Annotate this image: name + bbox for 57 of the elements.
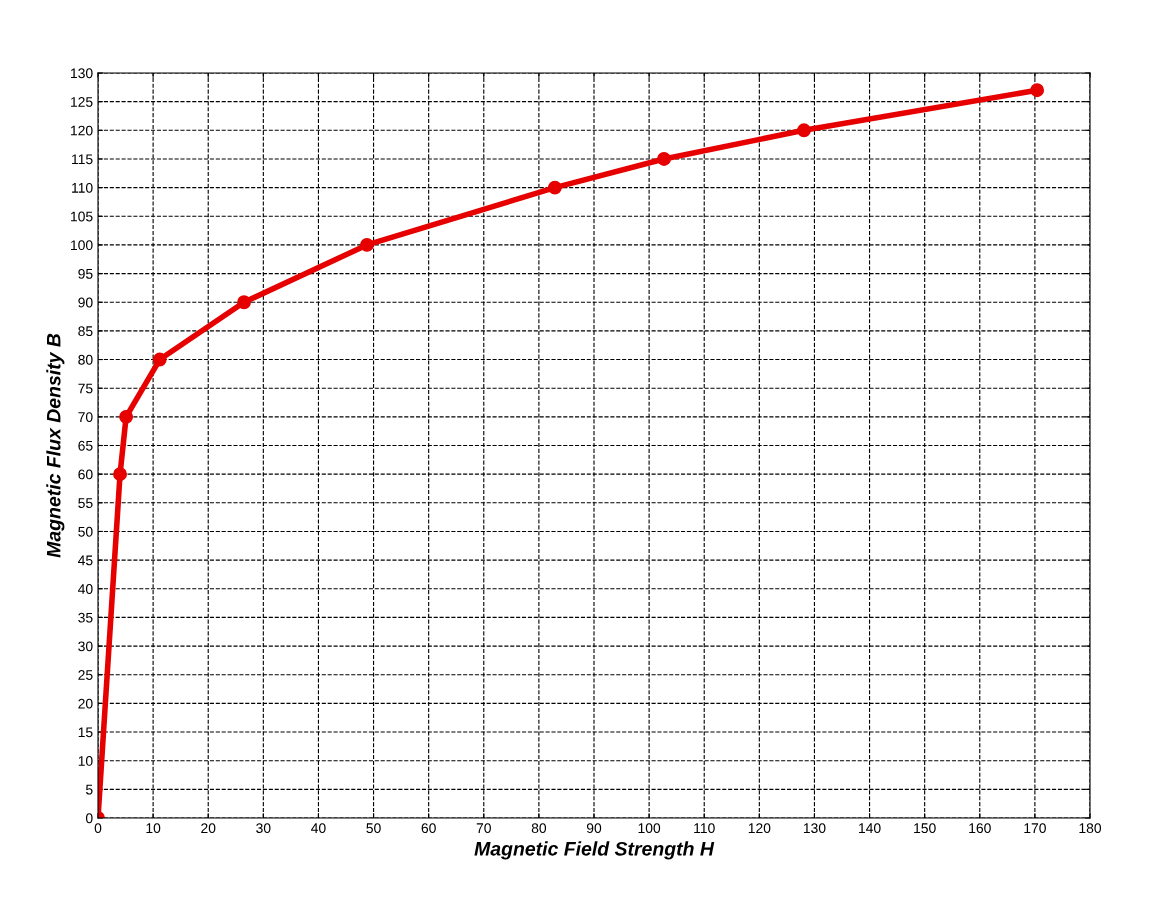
point (152, 352, 167, 367)
point (1030, 83, 1045, 98)
x-tick-label: 130 (803, 823, 826, 834)
x-tick-label: 10 (146, 823, 161, 834)
x-tick-label: 170 (1024, 823, 1046, 834)
y-tick-label: 70 (78, 412, 93, 423)
x-tick-label: 150 (914, 823, 936, 834)
point (797, 123, 811, 138)
x-tick-label: 100 (638, 823, 661, 834)
y-tick-label: 50 (78, 526, 93, 537)
x-tick-label: 180 (1079, 823, 1102, 834)
y-tick-label: 15 (78, 727, 93, 738)
y-tick-label: 45 (78, 555, 93, 566)
x-tick-label: 70 (476, 823, 491, 834)
point (359, 237, 374, 252)
point (237, 295, 251, 310)
y-tick-label: 55 (78, 498, 93, 508)
x-tick-label: 0 (94, 823, 102, 834)
point (113, 467, 127, 482)
x-tick-label: 60 (421, 823, 436, 834)
y-tick-label: 25 (78, 670, 93, 680)
y-tick-label: 105 (71, 211, 93, 222)
y-tick-label: 60 (78, 469, 93, 480)
y-tick-label: 90 (78, 297, 93, 308)
y-tick-label: 0 (85, 813, 93, 824)
y-tick-label: 130 (71, 68, 93, 79)
x-tick-label: 20 (201, 823, 216, 834)
y-tick-label: 20 (78, 698, 93, 709)
x-tick-label: 40 (311, 823, 326, 834)
x-tick-label: 80 (531, 823, 547, 834)
point (657, 152, 671, 166)
y-tick-label: 85 (78, 326, 93, 337)
y-tick-label: 35 (78, 612, 93, 623)
x-tick-label: 30 (256, 823, 271, 834)
point (547, 180, 562, 195)
y-tick-label: 120 (71, 125, 93, 136)
y-tick-label: 40 (78, 584, 93, 594)
y-tick-label: 80 (78, 354, 93, 365)
x-axis-title: Magnetic Field Strength H (474, 841, 715, 860)
y-tick-label: 10 (78, 756, 93, 766)
y-tick-label: 75 (78, 383, 93, 394)
y-tick-label: 30 (78, 641, 93, 652)
x-tick-label: 110 (694, 823, 715, 834)
x-tick-label: 50 (366, 823, 381, 834)
y-axis-title: Magnetic Flux Density B (46, 333, 65, 558)
y-tick-label: 5 (85, 784, 93, 795)
x-tick-label: 120 (748, 823, 771, 834)
point (119, 409, 134, 424)
y-tick-label: 125 (71, 96, 93, 107)
y-tick-label: 95 (78, 268, 93, 279)
y-tick-label: 65 (78, 440, 93, 451)
y-tick-label: 110 (72, 182, 93, 193)
x-tick-label: 90 (586, 823, 602, 834)
x-tick-label: 160 (969, 823, 991, 834)
y-tick-label: 100 (71, 240, 93, 251)
y-tick-label: 115 (72, 154, 93, 165)
x-tick-label: 140 (859, 823, 881, 834)
